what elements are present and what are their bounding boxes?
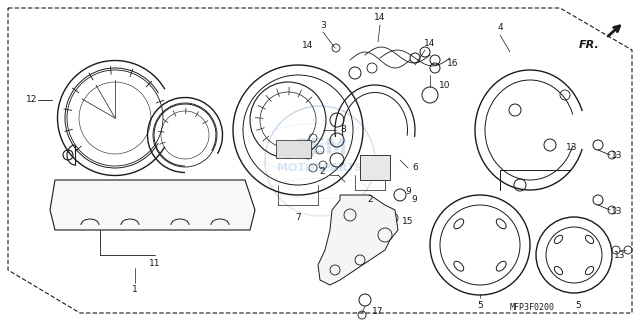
Text: 13: 13 [612, 207, 623, 216]
Text: 3: 3 [320, 21, 326, 30]
Text: 15: 15 [403, 218, 413, 227]
Text: MOTORPARTS: MOTORPARTS [278, 163, 363, 173]
Text: 13: 13 [566, 143, 578, 152]
Text: 9: 9 [405, 187, 411, 196]
Text: 9: 9 [411, 195, 417, 204]
Text: 14: 14 [424, 39, 436, 48]
Text: 11: 11 [149, 259, 161, 268]
Text: 17: 17 [372, 308, 384, 317]
Text: 6: 6 [412, 163, 418, 172]
Text: 4: 4 [497, 23, 503, 32]
Text: 14: 14 [303, 40, 313, 49]
Text: 2: 2 [319, 168, 325, 177]
Text: 1: 1 [132, 285, 138, 294]
Text: OEM: OEM [292, 138, 348, 158]
Text: 7: 7 [295, 213, 301, 222]
Text: 12: 12 [26, 96, 38, 105]
Text: 13: 13 [614, 250, 626, 259]
Text: FR.: FR. [579, 40, 600, 50]
Text: 13: 13 [612, 151, 623, 160]
Text: MFP3F0200: MFP3F0200 [510, 303, 555, 313]
Text: 5: 5 [477, 300, 483, 309]
Polygon shape [318, 195, 398, 285]
Polygon shape [50, 180, 255, 230]
Text: 14: 14 [374, 13, 386, 22]
Text: 16: 16 [447, 58, 459, 67]
Text: 2: 2 [367, 195, 373, 204]
Text: 8: 8 [340, 126, 346, 134]
Text: 5: 5 [575, 300, 581, 309]
Text: 10: 10 [439, 81, 451, 90]
Bar [276, 140, 311, 158]
Bar [360, 155, 390, 180]
